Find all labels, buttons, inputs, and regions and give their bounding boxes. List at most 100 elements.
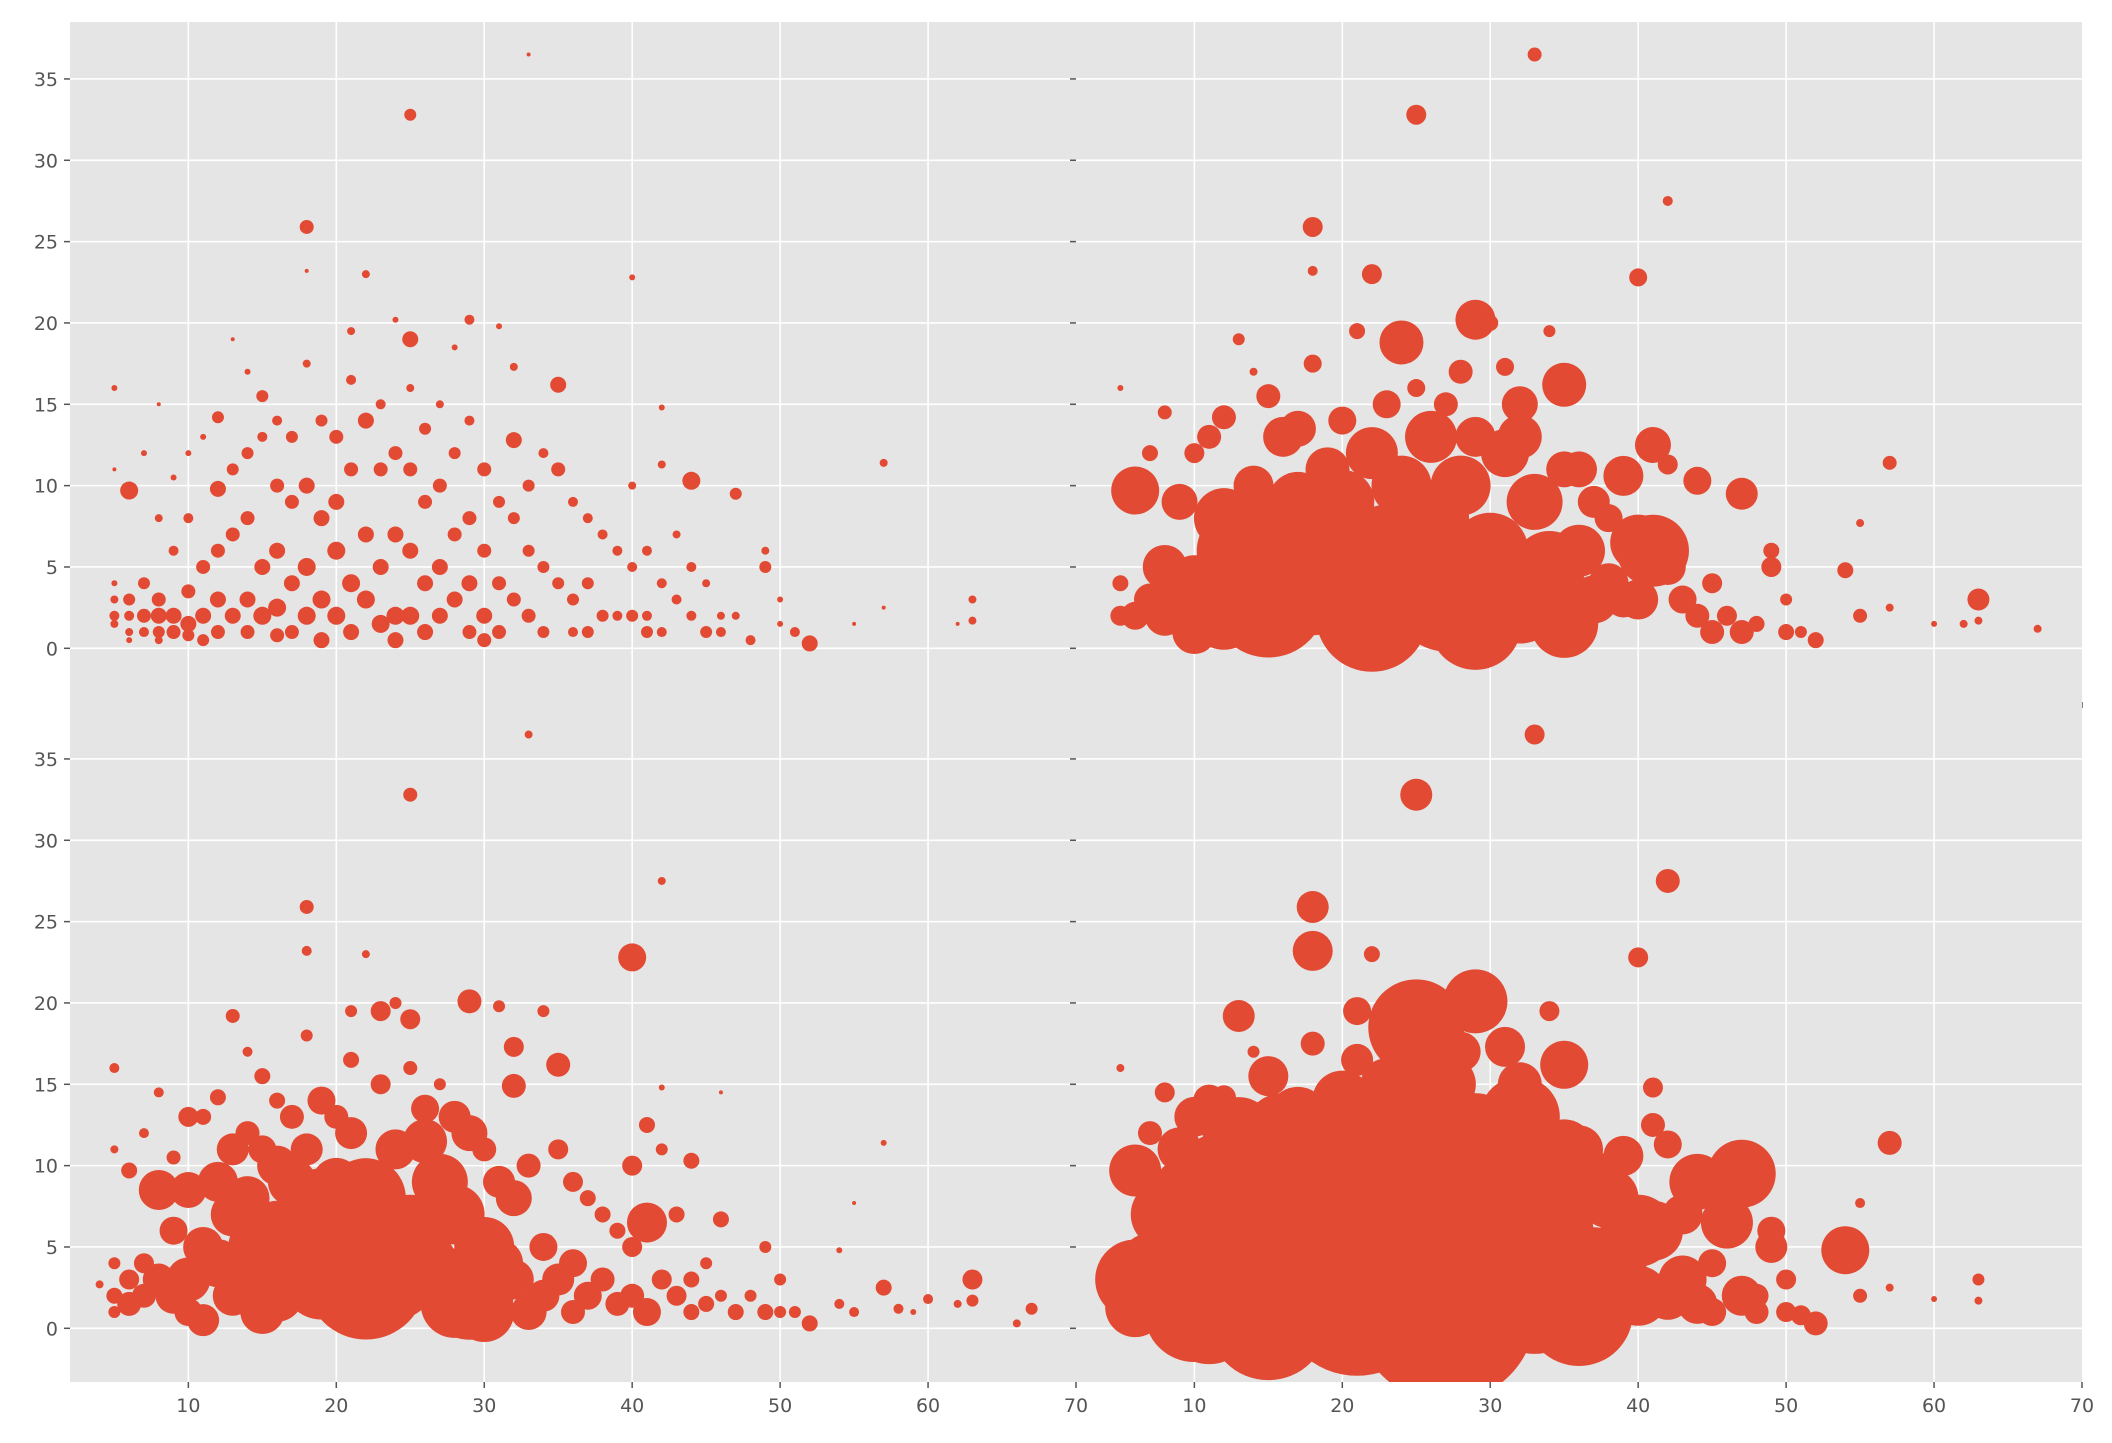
scatter-point bbox=[521, 608, 536, 623]
scatter-point bbox=[136, 608, 151, 623]
scatter-point bbox=[1542, 362, 1587, 407]
scatter-point bbox=[698, 1295, 715, 1312]
scatter-point bbox=[448, 447, 461, 460]
scatter-point bbox=[686, 610, 697, 621]
scatter-point bbox=[386, 606, 405, 625]
scatter-point bbox=[968, 595, 977, 604]
y-tick-label: 25 bbox=[34, 912, 58, 934]
scatter-point bbox=[1249, 367, 1258, 376]
scatter-point bbox=[1296, 890, 1329, 923]
y-tick-label: 10 bbox=[34, 1156, 58, 1178]
panel-top-left: 0 5 10 15 20 25 30 35 bbox=[34, 22, 1077, 708]
scatter-point bbox=[910, 1309, 917, 1316]
scatter-point bbox=[774, 1306, 787, 1319]
scatter-point bbox=[1379, 320, 1424, 365]
scatter-point bbox=[138, 1170, 179, 1211]
scatter-point bbox=[702, 579, 711, 588]
scatter-point bbox=[225, 527, 240, 542]
scatter-point bbox=[477, 543, 492, 558]
scatter-point bbox=[1302, 216, 1323, 237]
scatter-point bbox=[683, 1304, 700, 1321]
scatter-point bbox=[1594, 504, 1623, 533]
scatter-point bbox=[668, 1206, 685, 1223]
scatter-point bbox=[312, 590, 331, 609]
scatter-point bbox=[968, 616, 977, 625]
scatter-point bbox=[1111, 466, 1160, 515]
scatter-point bbox=[1524, 724, 1545, 745]
scatter-point bbox=[123, 593, 136, 606]
scatter-point bbox=[1553, 524, 1605, 577]
plot-area bbox=[70, 22, 1076, 702]
scatter-point bbox=[744, 1289, 757, 1302]
scatter-point bbox=[622, 1236, 643, 1257]
scatter-point bbox=[1307, 265, 1318, 276]
scatter-point bbox=[522, 544, 535, 557]
x-tick-label: 30 bbox=[472, 1395, 496, 1417]
scatter-point bbox=[505, 432, 522, 449]
scatter-point bbox=[1685, 603, 1710, 628]
scatter-point bbox=[1506, 473, 1563, 530]
scatter-point bbox=[138, 1128, 149, 1139]
scatter-point bbox=[1341, 1043, 1374, 1076]
scatter-point bbox=[640, 626, 653, 639]
scatter-point bbox=[881, 605, 886, 610]
scatter-point bbox=[683, 1271, 700, 1288]
scatter-point bbox=[1303, 354, 1322, 373]
scatter-point bbox=[506, 592, 521, 607]
scatter-point bbox=[210, 543, 225, 558]
scatter-point bbox=[1748, 615, 1765, 632]
scatter-point bbox=[1642, 1077, 1663, 1098]
scatter-point bbox=[1729, 620, 1754, 645]
scatter-point bbox=[242, 1046, 253, 1057]
scatter-point bbox=[138, 627, 149, 638]
scatter-point bbox=[268, 598, 287, 617]
scatter-point bbox=[209, 1089, 226, 1106]
scatter-point bbox=[346, 374, 357, 385]
scatter-point bbox=[197, 634, 210, 647]
scatter-point bbox=[1482, 314, 1499, 331]
scatter-point bbox=[1406, 104, 1427, 125]
scatter-point bbox=[181, 584, 196, 599]
scatter-point bbox=[1248, 1056, 1289, 1097]
scatter-point bbox=[1776, 1269, 1797, 1290]
scatter-point bbox=[299, 219, 314, 234]
scatter-point bbox=[1885, 603, 1894, 612]
scatter-point bbox=[1885, 1283, 1894, 1292]
scatter-point bbox=[209, 591, 226, 608]
scatter-point bbox=[801, 635, 818, 652]
scatter-point bbox=[153, 1087, 164, 1098]
scatter-point bbox=[388, 446, 403, 461]
scatter-point bbox=[1853, 608, 1868, 623]
scatter-point bbox=[285, 430, 298, 443]
scatter-point bbox=[1683, 466, 1712, 495]
scatter-point bbox=[257, 431, 268, 442]
scatter-point bbox=[1778, 624, 1795, 641]
scatter-point bbox=[1707, 1139, 1776, 1208]
scatter-point bbox=[618, 943, 647, 972]
scatter-point bbox=[1137, 1121, 1162, 1146]
scatter-point bbox=[269, 542, 286, 559]
x-tick-label: 50 bbox=[768, 1395, 792, 1417]
scatter-point bbox=[715, 627, 726, 638]
scatter-point bbox=[240, 511, 255, 526]
scatter-point bbox=[788, 1306, 801, 1319]
scatter-point bbox=[109, 610, 120, 621]
scatter-point bbox=[493, 1259, 534, 1300]
scatter-point bbox=[182, 629, 195, 642]
scatter-point bbox=[493, 1000, 506, 1013]
scatter-point bbox=[962, 1269, 983, 1290]
scatter-point bbox=[612, 545, 623, 556]
scatter-point bbox=[1430, 455, 1491, 516]
scatter-point bbox=[1803, 1311, 1828, 1336]
scatter-point bbox=[573, 1281, 602, 1310]
scatter-point bbox=[124, 610, 135, 621]
scatter-point bbox=[638, 1116, 655, 1133]
scatter-point bbox=[1821, 1226, 1870, 1275]
y-tick-label: 0 bbox=[46, 1318, 58, 1340]
scatter-point bbox=[418, 494, 433, 509]
scatter-point bbox=[594, 1206, 611, 1223]
scatter-point bbox=[852, 621, 857, 626]
scatter-point bbox=[254, 1068, 271, 1085]
scatter-point bbox=[472, 1137, 497, 1162]
scatter-point bbox=[759, 1240, 772, 1253]
